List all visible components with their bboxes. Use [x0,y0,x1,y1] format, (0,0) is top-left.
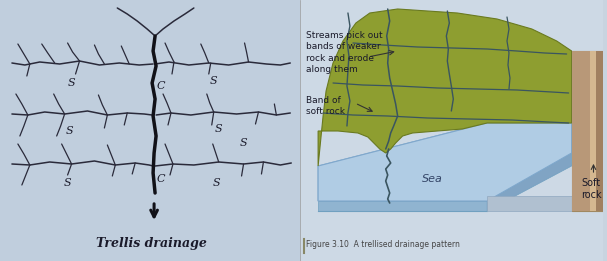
Text: Band of
soft rock: Band of soft rock [306,96,345,116]
Polygon shape [487,196,603,211]
Text: S: S [68,78,75,88]
Text: C: C [157,81,165,91]
Text: C: C [157,174,165,184]
Text: Sea: Sea [422,174,443,184]
Polygon shape [318,9,572,166]
Polygon shape [318,123,572,201]
Text: S: S [213,178,220,188]
Text: Soft
rock: Soft rock [582,178,602,200]
Text: S: S [66,126,73,136]
Text: Figure 3.10  A trellised drainage pattern: Figure 3.10 A trellised drainage pattern [306,240,460,249]
Text: S: S [210,76,217,86]
Polygon shape [572,51,589,211]
Polygon shape [487,153,572,211]
Text: S: S [240,138,248,148]
Polygon shape [318,123,572,201]
Text: S: S [64,178,72,188]
Polygon shape [572,51,603,211]
Text: Trellis drainage: Trellis drainage [96,236,206,250]
Text: S: S [215,124,223,134]
Polygon shape [589,51,597,211]
Text: Streams pick out
bands of weaker
rock and erode
along them: Streams pick out bands of weaker rock an… [306,31,383,74]
Bar [300,0,603,261]
Polygon shape [597,51,603,211]
Polygon shape [318,201,487,211]
Bar [0,0,300,261]
